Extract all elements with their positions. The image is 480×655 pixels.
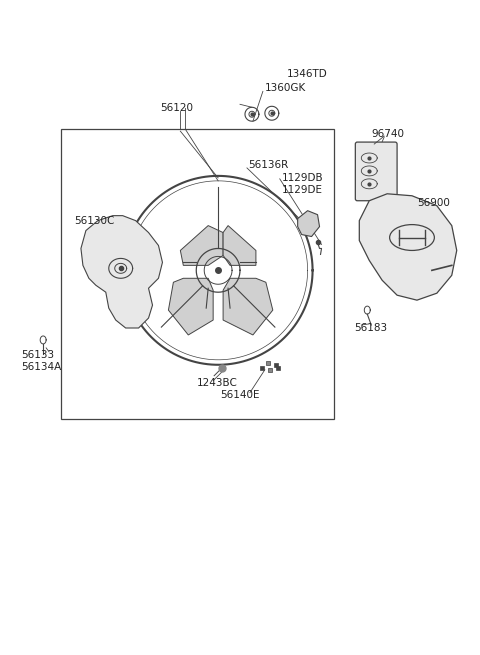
Text: 1346TD: 1346TD xyxy=(287,69,327,79)
Polygon shape xyxy=(81,215,162,328)
Text: 1129DB: 1129DB xyxy=(282,173,324,183)
Polygon shape xyxy=(360,194,457,300)
Text: 1243BC: 1243BC xyxy=(197,378,238,388)
Text: 56140E: 56140E xyxy=(220,390,260,400)
Text: 56134A: 56134A xyxy=(21,362,61,372)
Text: 56130C: 56130C xyxy=(74,215,114,225)
Polygon shape xyxy=(298,211,320,236)
FancyBboxPatch shape xyxy=(355,142,397,200)
Polygon shape xyxy=(180,225,223,265)
Text: 56136R: 56136R xyxy=(248,160,288,170)
Bar xyxy=(61,129,335,419)
Text: 56133: 56133 xyxy=(21,350,54,360)
Text: 96740: 96740 xyxy=(371,129,404,139)
Polygon shape xyxy=(223,225,256,265)
Polygon shape xyxy=(223,278,273,335)
Text: 1360GK: 1360GK xyxy=(265,83,306,94)
Text: 56120: 56120 xyxy=(160,103,193,113)
Polygon shape xyxy=(168,278,213,335)
Text: 56900: 56900 xyxy=(417,198,450,208)
Text: 1129DE: 1129DE xyxy=(282,185,323,195)
Text: 56183: 56183 xyxy=(354,323,387,333)
